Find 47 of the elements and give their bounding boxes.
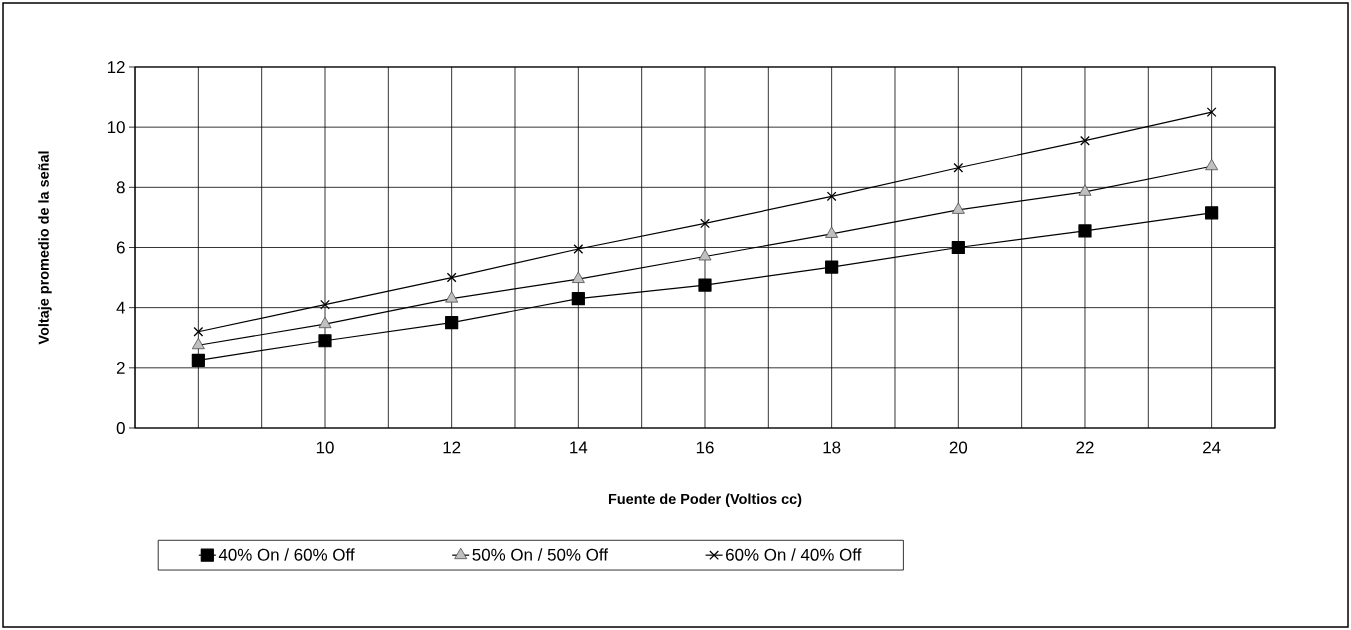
point [193,326,204,337]
point [951,202,965,214]
point [1205,206,1219,220]
point [320,299,330,310]
point [445,316,459,330]
y-tick-label: 4 [116,301,125,314]
point [445,291,459,303]
point [318,316,332,329]
point [1205,158,1219,171]
legend-label: 50% On / 50% Off [472,548,609,561]
y-tick-label: 2 [116,361,125,374]
point [191,337,205,350]
point [1080,135,1090,146]
x-axis-title: Fuente de Poder (Voltios cc) [608,493,802,507]
point [191,353,205,367]
point [953,162,964,173]
y-tick-label: 0 [116,421,125,434]
point [826,191,837,202]
point [571,271,585,283]
x-tick-label: 10 [316,441,334,454]
point [1078,184,1092,196]
x-tick-label: 18 [823,441,841,454]
legend-label: 40% On / 60% Off [218,548,355,561]
point [825,260,839,274]
x-tick-label: 12 [443,441,461,454]
y-tick-label: 10 [107,121,125,134]
point [571,292,585,306]
point [698,249,712,261]
y-axis-title: Voltaje promedio de la señal [38,151,52,345]
point [825,226,839,238]
y-tick-label: 12 [107,61,125,73]
point [698,278,712,292]
x-tick-label: 22 [1076,441,1094,454]
point [1078,224,1092,238]
y-tick-label: 6 [116,241,125,254]
y-tick-label: 8 [116,181,125,194]
point [951,240,965,255]
x-tick-label: 20 [949,441,968,454]
x-tick-label: 16 [696,441,714,454]
point [446,272,457,283]
x-tick-label: 24 [1203,441,1221,454]
x-tick-label: 14 [570,441,588,454]
point [700,218,710,229]
point [318,334,332,348]
legend-label: 60% On / 40% Off [726,548,862,561]
point [573,244,584,254]
point [1206,107,1217,117]
